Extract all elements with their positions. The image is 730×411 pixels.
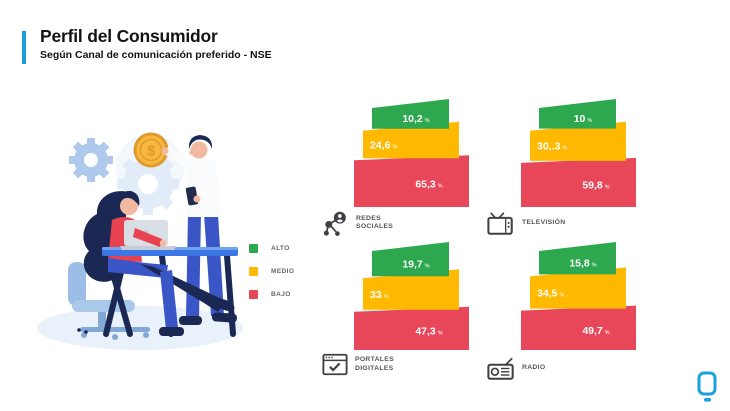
page-subtitle: Según Canal de comunicación preferido - … (40, 49, 272, 61)
title-accent-bar (22, 31, 26, 64)
chart-label-line: RADIO (522, 364, 546, 372)
chart-label-portales-digitales: PORTALES DIGITALES (322, 353, 394, 376)
nse-legend: ALTO MEDIO BAJO (249, 244, 294, 299)
svg-text:$: $ (147, 143, 156, 160)
consumer-illustration: $ (37, 132, 243, 350)
legend-label: ALTO (271, 245, 290, 252)
legend-label: BAJO (271, 291, 291, 298)
chart-television: 10 % 30,.3 % 59,8% (521, 99, 636, 207)
legend-swatch-alto (249, 244, 258, 253)
legend-item-bajo: BAJO (249, 290, 294, 299)
bar-value-label: 10,2% (402, 113, 429, 125)
bar-alto (539, 242, 616, 275)
chart-redes-sociales: 10,2 % 24,6 % 65,3% (354, 99, 469, 207)
floor-dots (77, 328, 88, 334)
bar-value-label: 10% (574, 113, 593, 125)
chart-label-line: DIGITALES (355, 364, 394, 372)
chart-label-text: REDES SOCIALES (356, 215, 393, 232)
chart-portales-digitales: 19,7 % 33 % 47,3% (354, 242, 469, 350)
bar-value-label: 24,6% (370, 139, 397, 151)
chart-radio: 15,8 % 34,5 % 49,7% (521, 242, 636, 350)
bar-value-label: 33% (370, 289, 389, 301)
chart-label-television: TELEVISIÓN (487, 211, 565, 236)
bar-bajo (354, 306, 469, 350)
bar-medio (363, 269, 459, 310)
chart-label-line: REDES (356, 214, 381, 222)
chart-label-text: TELEVISIÓN (522, 219, 565, 228)
legend-swatch-bajo (249, 290, 258, 299)
chart-label-text: RADIO (522, 364, 545, 373)
office-chair (68, 262, 150, 340)
page-title: Perfil del Consumidor (40, 26, 218, 46)
chart-label-line: SOCIALES (356, 223, 394, 230)
legend-label: MEDIO (271, 268, 295, 275)
bar-alto (539, 99, 616, 129)
legend-item-medio: MEDIO (249, 267, 294, 276)
chart-label-radio: RADIO (487, 356, 545, 381)
woman-upper (117, 190, 167, 247)
bar-medio (363, 121, 459, 159)
chart-label-line: PORTALES (355, 356, 394, 363)
bar-bajo (521, 305, 636, 350)
bar-alto (372, 99, 449, 129)
bar-bajo (521, 157, 636, 207)
bar-value-label: 59,8% (582, 180, 609, 192)
bar-medio (530, 267, 626, 309)
bar-value-label: 65,3% (415, 179, 442, 191)
small-gear-icon (69, 138, 113, 182)
chart-label-line: TELEVISIÓN (522, 219, 566, 227)
bar-value-label: 19,7% (402, 258, 429, 270)
bar-value-label: 30,.3% (537, 141, 567, 153)
chart-label-redes-sociales: REDES SOCIALES (322, 209, 393, 237)
bar-value-label: 47,3% (415, 326, 442, 338)
bar-alto (372, 242, 449, 277)
bar-value-label: 49,7% (582, 325, 609, 337)
bar-bajo (354, 155, 469, 207)
brand-logo (697, 371, 717, 402)
share-network-icon (323, 211, 346, 236)
bar-value-label: 34,5% (537, 287, 564, 299)
radio-icon (487, 357, 514, 380)
chart-label-text: PORTALES DIGITALES (355, 356, 394, 373)
bar-medio (530, 121, 626, 161)
tv-icon (487, 212, 513, 235)
bar-value-label: 15,8% (569, 258, 596, 270)
legend-swatch-medio (249, 267, 258, 276)
legend-item-alto: ALTO (249, 244, 294, 253)
browser-check-icon (322, 353, 348, 376)
